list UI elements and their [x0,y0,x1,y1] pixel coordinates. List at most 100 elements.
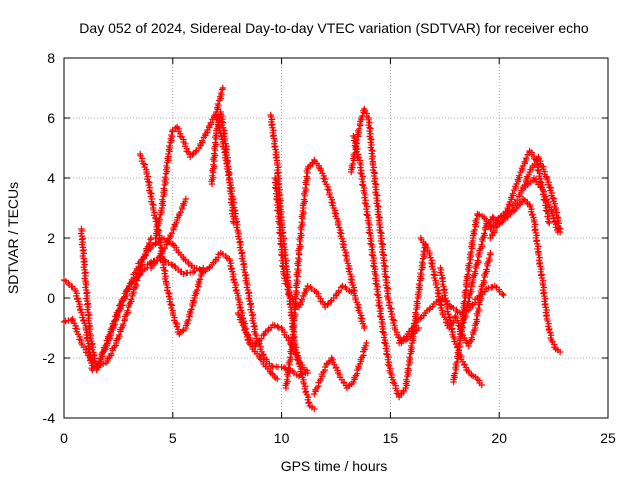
data-point [372,280,379,287]
data-point [404,365,412,372]
y-tick-label: -2 [43,350,56,366]
data-point [293,276,300,284]
data-point [367,240,374,247]
data-point [272,184,279,191]
data-point [304,282,311,290]
data-point [417,315,424,322]
data-point [302,184,309,192]
data-point [546,184,553,191]
axis-tick-labels: 0 5 10 15 20 25 -4 -2 0 2 4 6 8 [43,50,616,446]
data-point [415,280,423,288]
data-point [509,190,516,197]
series-track-20 [487,147,553,242]
data-point [273,195,280,203]
data-point [189,151,196,159]
data-point [182,195,190,203]
grid-lines [64,58,608,418]
data-point [192,148,199,156]
data-point [291,309,298,317]
data-point [274,207,281,214]
data-point [347,276,355,283]
x-tick-label: 0 [60,430,68,446]
data-point [311,156,318,164]
data-point [451,370,459,377]
data-point [168,230,176,237]
data-point [361,324,368,332]
data-point [467,286,474,294]
data-point [384,361,392,369]
series-track-05 [152,84,227,242]
data-point [490,227,498,234]
data-point [328,199,335,206]
data-point [268,362,276,370]
data-point [283,376,291,383]
data-point [304,369,311,377]
data-point [480,277,487,284]
data-point [324,301,331,309]
series-track-03 [77,225,198,374]
data-point [381,339,388,346]
data-point [317,375,324,383]
data-point [357,169,364,177]
x-tick-label: 15 [383,430,399,446]
data-point [515,172,523,179]
data-point [289,331,296,339]
data-point [478,381,485,389]
data-point [406,354,413,361]
data-point [466,260,473,267]
data-point [294,265,301,273]
data-point [124,307,131,314]
x-tick-label: 20 [491,430,507,446]
data-point [331,209,338,217]
data-point [72,325,79,332]
data-point [407,342,415,350]
data-point [296,241,303,248]
plot-frame [63,57,609,419]
data-point [489,213,496,221]
data-point [185,316,192,324]
data-point [417,269,424,277]
data-point [471,268,479,275]
data-point [542,207,550,214]
data-point [288,342,296,350]
data-point [389,379,397,386]
data-point [300,196,308,203]
data-point [225,171,232,179]
x-tick-label: 10 [274,430,290,446]
x-tick-label: 25 [600,430,616,446]
data-point [155,254,163,261]
data-point [324,186,331,193]
data-point [188,306,195,313]
data-point [477,293,484,300]
data-point [274,375,281,383]
chart-title: Day 052 of 2024, Sidereal Day-to-day VTE… [79,20,589,36]
data-point [342,252,349,259]
data-point [361,199,369,207]
series-track-17 [417,234,494,350]
data-point [549,194,556,202]
data-point [291,298,299,306]
data-point [359,181,366,188]
data-point [286,354,294,361]
data-point [219,84,227,92]
data-point [492,224,500,231]
data-point [217,89,225,97]
data-point [373,291,381,298]
data-point [473,316,480,323]
y-tick-label: 4 [47,170,55,186]
data-point [473,215,480,223]
data-point [141,250,149,258]
data-point [357,314,365,322]
data-point [107,326,114,333]
data-point [196,276,204,283]
data-point [259,351,267,359]
data-point [280,364,288,371]
data-point [453,358,461,366]
y-tick-label: -4 [43,410,56,426]
data-point [163,162,170,170]
data-point [544,218,552,225]
data-point [554,228,562,236]
data-point [458,322,466,330]
data-point [76,336,83,343]
data-point [426,306,433,313]
